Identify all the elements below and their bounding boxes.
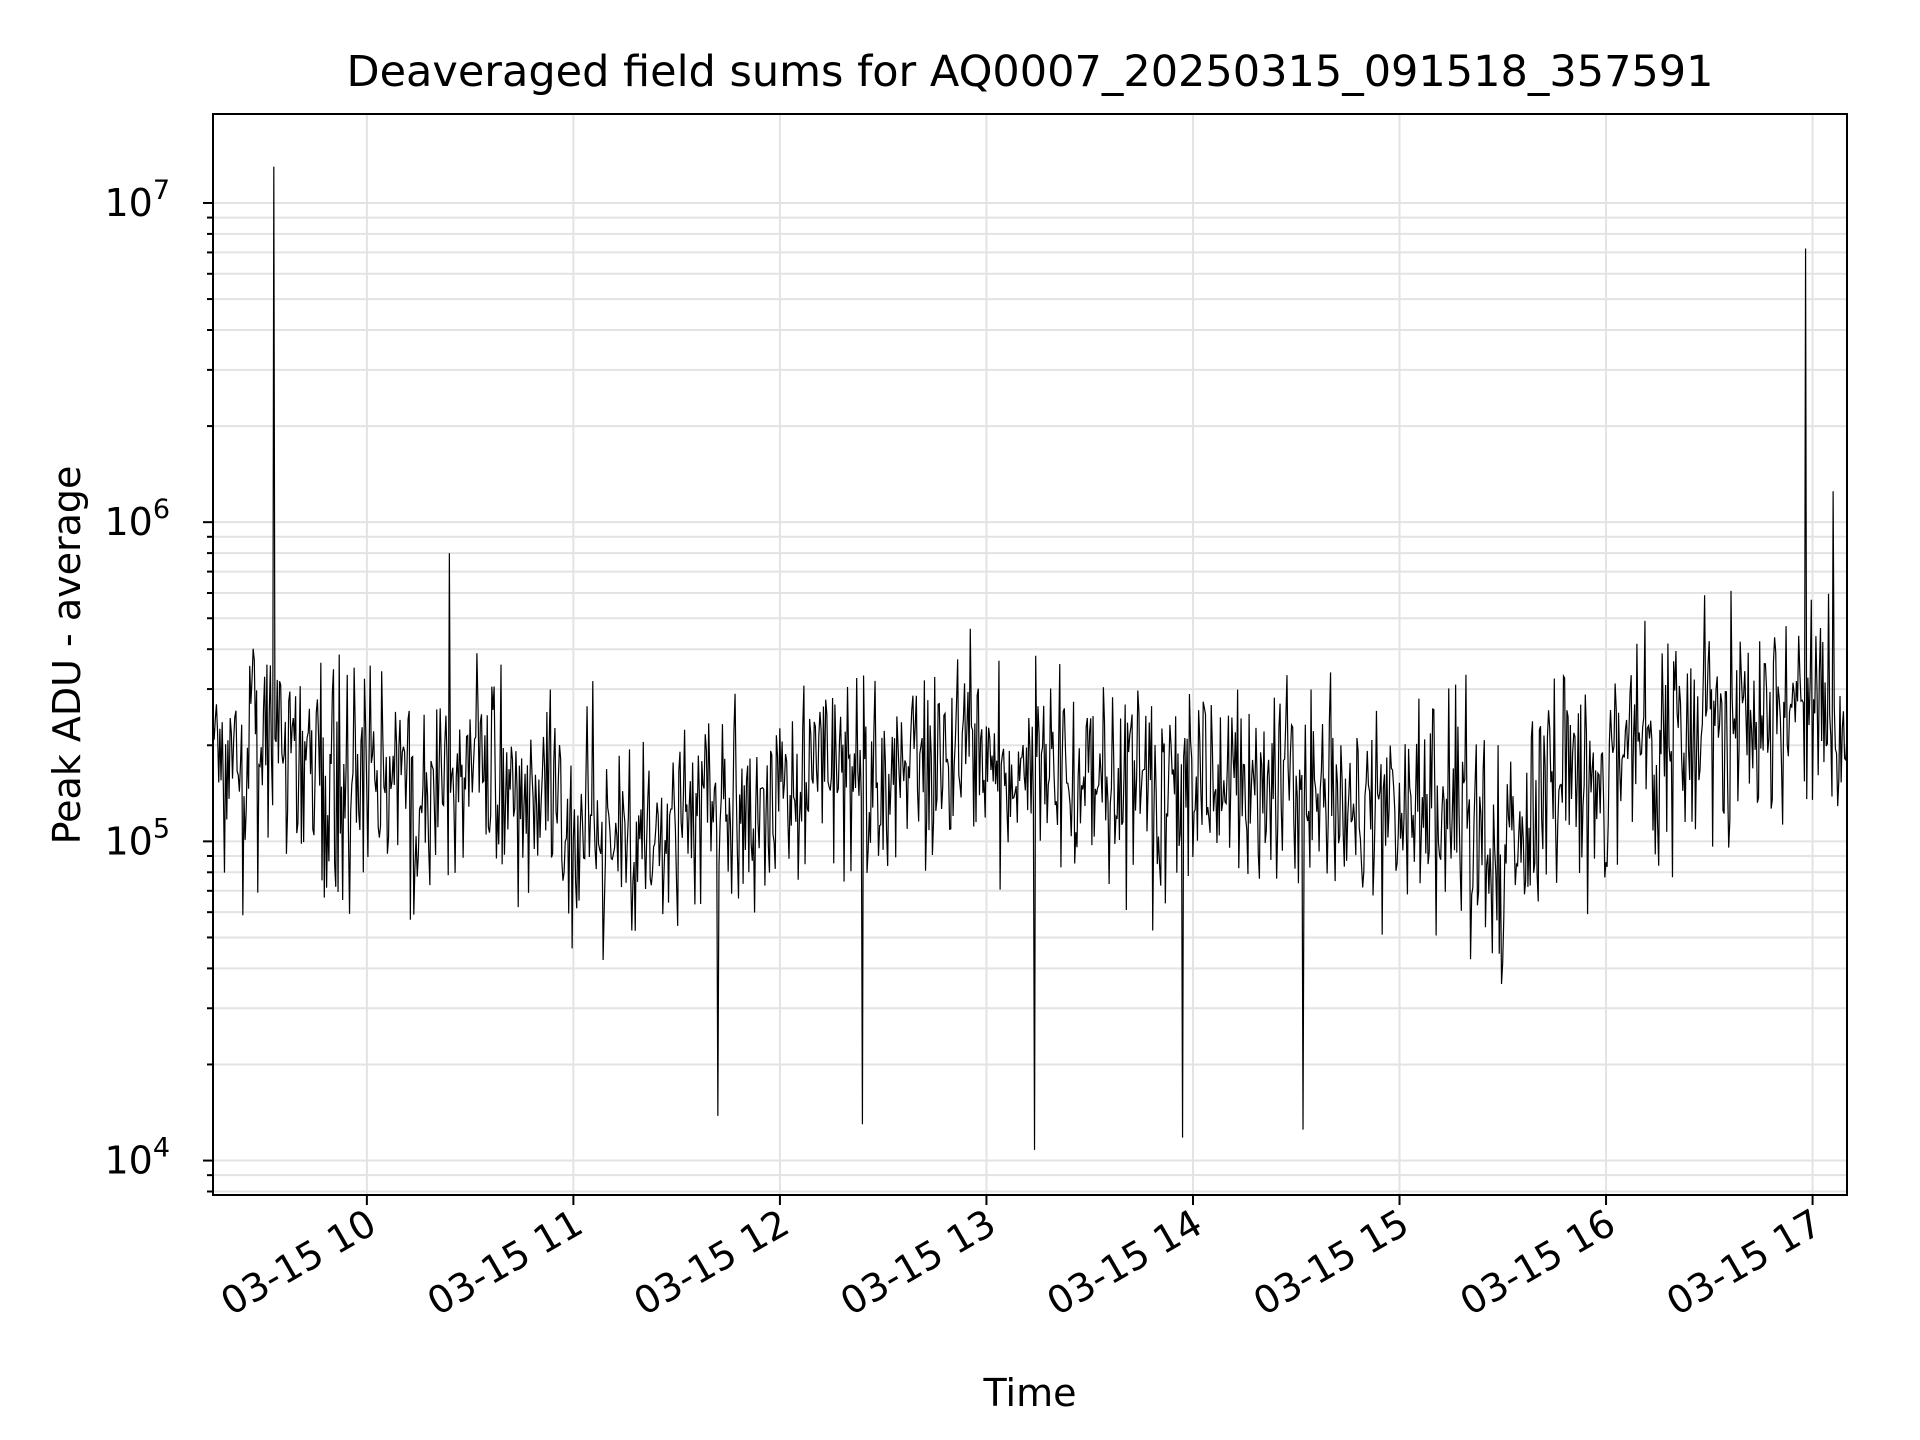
y-tick-label: 104 bbox=[104, 1133, 170, 1183]
y-axis-label: Peak ADU - average bbox=[45, 466, 89, 845]
chart-title: Deaveraged field sums for AQ0007_2025031… bbox=[346, 47, 1713, 97]
y-tick-label: 106 bbox=[104, 494, 170, 544]
y-tick-label: 105 bbox=[104, 813, 170, 863]
series-line bbox=[212, 166, 1848, 1150]
y-tick-label: 107 bbox=[104, 175, 170, 225]
x-axis-label: Time bbox=[983, 1371, 1077, 1415]
axis-ticks bbox=[203, 201, 1814, 1205]
grid-lines bbox=[213, 114, 1847, 1195]
plot-frame bbox=[212, 113, 1848, 1196]
data-series bbox=[212, 166, 1848, 1150]
